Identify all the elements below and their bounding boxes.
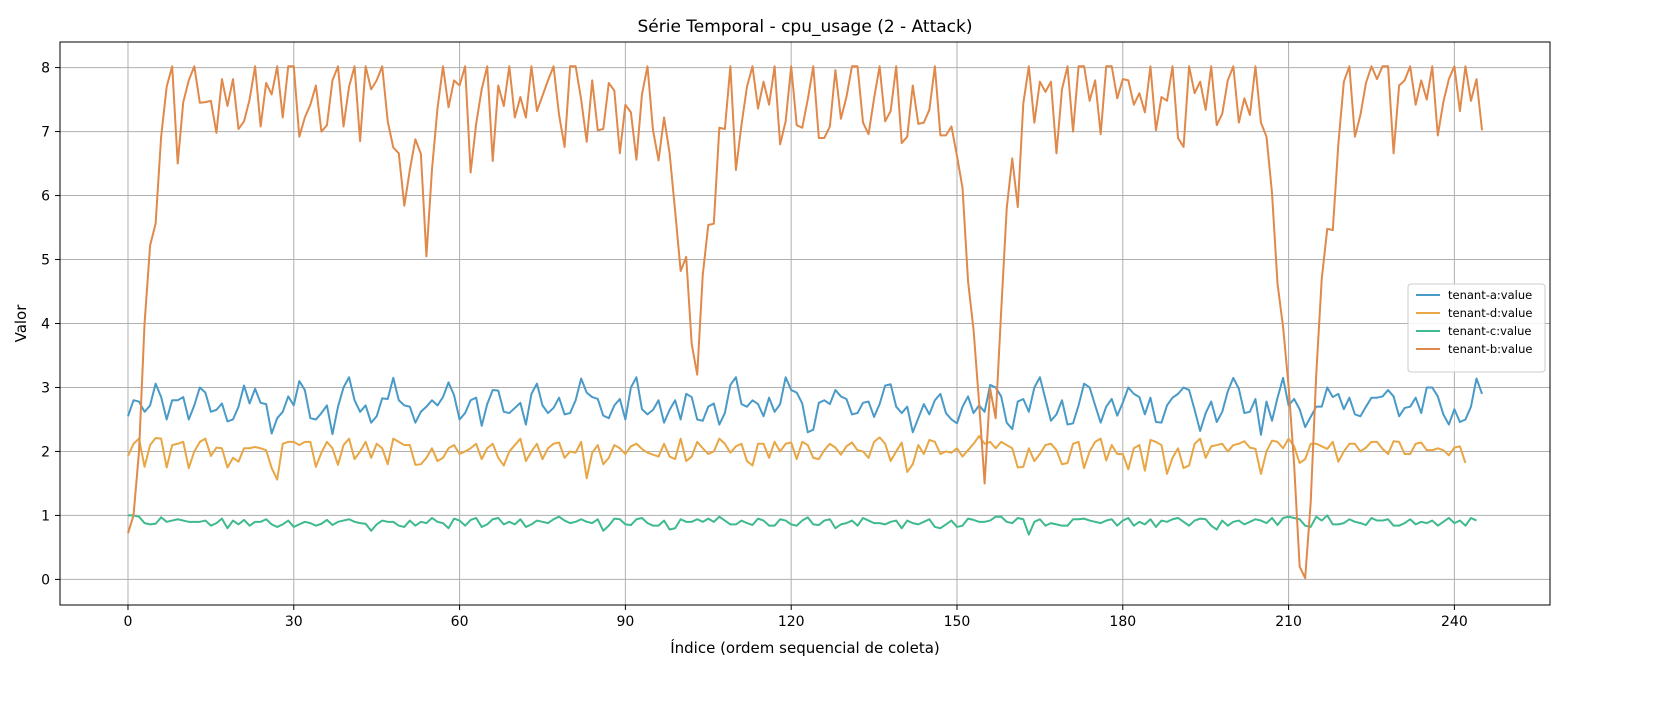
x-tick-label: 60 xyxy=(451,614,469,630)
x-axis-label: Índice (ordem sequencial de coleta) xyxy=(670,638,940,657)
y-tick-label: 4 xyxy=(41,317,50,333)
x-tick-label: 120 xyxy=(778,614,805,630)
y-tick-label: 5 xyxy=(41,253,50,269)
x-tick-label: 240 xyxy=(1441,614,1468,630)
y-tick-label: 6 xyxy=(41,189,50,205)
y-tick-label: 2 xyxy=(41,444,50,460)
x-tick-label: 180 xyxy=(1109,614,1136,630)
series-line-2 xyxy=(127,435,1467,481)
legend-label: tenant-b:value xyxy=(1448,342,1532,356)
y-tick-label: 7 xyxy=(41,125,50,141)
series-line-3 xyxy=(127,514,1477,536)
grid-lines xyxy=(60,42,1550,605)
series-line-4 xyxy=(127,65,1484,580)
x-tick-label: 90 xyxy=(616,614,634,630)
legend: tenant-a:value tenant-d:value tenant-c:val… xyxy=(1407,283,1546,373)
x-tick-label: 30 xyxy=(285,614,303,630)
y-tick-label: 3 xyxy=(41,380,50,396)
legend-label: tenant-a:value xyxy=(1448,288,1532,302)
legend-box xyxy=(1407,283,1546,373)
series-lines xyxy=(127,65,1484,580)
y-tick-label: 8 xyxy=(41,61,50,77)
x-tick-label: 210 xyxy=(1275,614,1302,630)
y-tick-label: 0 xyxy=(41,572,50,588)
series-line-1 xyxy=(127,376,1483,436)
y-tick-label: 1 xyxy=(41,508,50,524)
legend-label: tenant-c:value xyxy=(1448,324,1531,338)
x-tick-label: 0 xyxy=(124,614,133,630)
x-tick-label: 150 xyxy=(944,614,971,630)
axis-ticks: 0 30 60 90 120 150 180 210 240 0 1 2 3 4 5 6 7 8 xyxy=(41,61,1468,630)
chart-title: Série Temporal - cpu_usage (2 - Attack) xyxy=(637,17,972,37)
y-axis-label: Valor xyxy=(12,304,30,343)
legend-label: tenant-d:value xyxy=(1448,306,1532,320)
